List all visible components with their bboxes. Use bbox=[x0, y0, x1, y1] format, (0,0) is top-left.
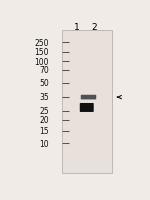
Text: 25: 25 bbox=[39, 107, 49, 115]
Text: 50: 50 bbox=[39, 79, 49, 88]
Text: 100: 100 bbox=[34, 57, 49, 66]
Text: 10: 10 bbox=[39, 139, 49, 148]
Bar bbox=[62, 31, 112, 173]
Text: 250: 250 bbox=[34, 39, 49, 48]
Text: 1: 1 bbox=[74, 23, 80, 32]
FancyBboxPatch shape bbox=[80, 103, 94, 112]
Text: 35: 35 bbox=[39, 93, 49, 102]
FancyBboxPatch shape bbox=[81, 95, 96, 100]
Text: 2: 2 bbox=[91, 23, 97, 32]
Text: 15: 15 bbox=[39, 127, 49, 136]
Text: 150: 150 bbox=[34, 48, 49, 57]
Text: 70: 70 bbox=[39, 66, 49, 75]
Text: 20: 20 bbox=[39, 116, 49, 125]
